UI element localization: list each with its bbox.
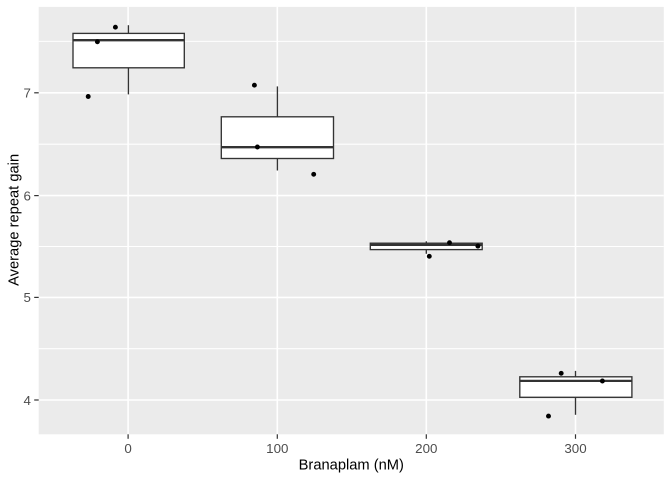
svg-text:0: 0 xyxy=(124,441,131,456)
svg-text:4: 4 xyxy=(23,393,31,408)
svg-text:200: 200 xyxy=(415,441,437,456)
svg-text:Branaplam (nM): Branaplam (nM) xyxy=(299,458,404,474)
svg-text:300: 300 xyxy=(564,441,586,456)
svg-text:Average repeat gain: Average repeat gain xyxy=(7,154,23,286)
svg-text:7: 7 xyxy=(23,86,30,101)
svg-text:5: 5 xyxy=(23,290,30,305)
svg-text:6: 6 xyxy=(23,188,30,203)
svg-text:100: 100 xyxy=(266,441,288,456)
